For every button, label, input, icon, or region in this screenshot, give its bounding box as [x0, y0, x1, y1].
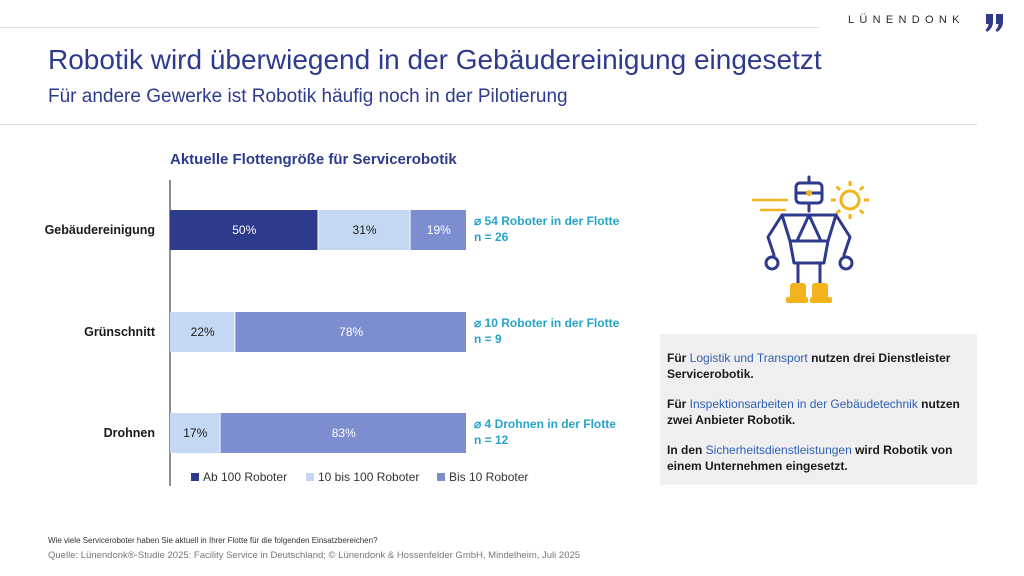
info-inspektion: Für Inspektionsarbeiten in der Gebäudete…: [667, 397, 960, 427]
info-sicherheit: In den Sicherheitsdienstleistungen wird …: [667, 443, 953, 473]
legend-swatch: [437, 473, 445, 481]
quote-mark-icon: [985, 14, 1003, 32]
legend-swatch: [191, 473, 199, 481]
bar-segment: [235, 312, 466, 352]
data-label: 22%: [191, 325, 215, 339]
legend-label: Bis 10 Roboter: [449, 470, 528, 484]
category-label: Drohnen: [104, 426, 155, 440]
bar-segment: [170, 413, 220, 453]
data-label: 78%: [339, 325, 363, 339]
header-divider: [0, 124, 977, 125]
stacked-bar-chart: Gebäudereinigung 50% 31% 19% ⌀ 54 Roboter in…: [45, 180, 620, 486]
category-label: Grünschnitt: [84, 325, 156, 339]
sample-size-label: n = 26: [474, 230, 509, 244]
robot-icon: [752, 175, 869, 303]
data-label: 17%: [183, 426, 207, 440]
bar-segment: [220, 413, 466, 453]
category-label: Gebäudereinigung: [45, 223, 155, 237]
fleet-average-label: ⌀ 4 Drohnen in der Flotte: [474, 417, 616, 431]
sample-size-label: n = 12: [474, 433, 509, 447]
page-title: Robotik wird überwiegend in der Gebäuder…: [48, 44, 822, 75]
chart-title: Aktuelle Flottengröße für Servicerobotik: [170, 151, 457, 168]
legend-swatch: [306, 473, 314, 481]
info-logistik: Für Logistik und Transport nutzen drei D…: [667, 351, 951, 381]
top-divider: [0, 27, 820, 28]
info-highlight: Sicherheitsdienstleistungen: [705, 443, 852, 457]
info-highlight: Logistik und Transport: [689, 351, 808, 365]
brand-logo-text: LÜNENDONK: [848, 14, 965, 26]
source-note: Quelle: Lünendonk®-Studie 2025: Facility…: [48, 550, 581, 561]
fleet-average-label: ⌀ 54 Roboter in der Flotte: [474, 214, 620, 228]
legend-label: Ab 100 Roboter: [203, 470, 287, 484]
gear-icon: [831, 181, 869, 219]
bar-segment: [410, 210, 466, 250]
page-subtitle: Für andere Gewerke ist Robotik häufig no…: [48, 86, 568, 107]
info-highlight: Inspektionsarbeiten in der Gebäudetechni…: [689, 397, 918, 411]
sample-size-label: n = 9: [474, 332, 502, 346]
info-box: Für Logistik und Transport nutzen drei D…: [660, 334, 977, 485]
data-label: 83%: [332, 426, 356, 440]
data-label: 19%: [427, 223, 451, 237]
data-label: 31%: [353, 223, 377, 237]
bar-segment: [318, 210, 410, 250]
data-label: 50%: [232, 223, 256, 237]
survey-question: Wie viele Serviceroboter haben Sie aktue…: [48, 536, 378, 545]
bar-segment: [170, 312, 235, 352]
fleet-average-label: ⌀ 10 Roboter in der Flotte: [474, 316, 620, 330]
legend-label: 10 bis 100 Roboter: [318, 470, 419, 484]
bar-segment: [170, 210, 318, 250]
